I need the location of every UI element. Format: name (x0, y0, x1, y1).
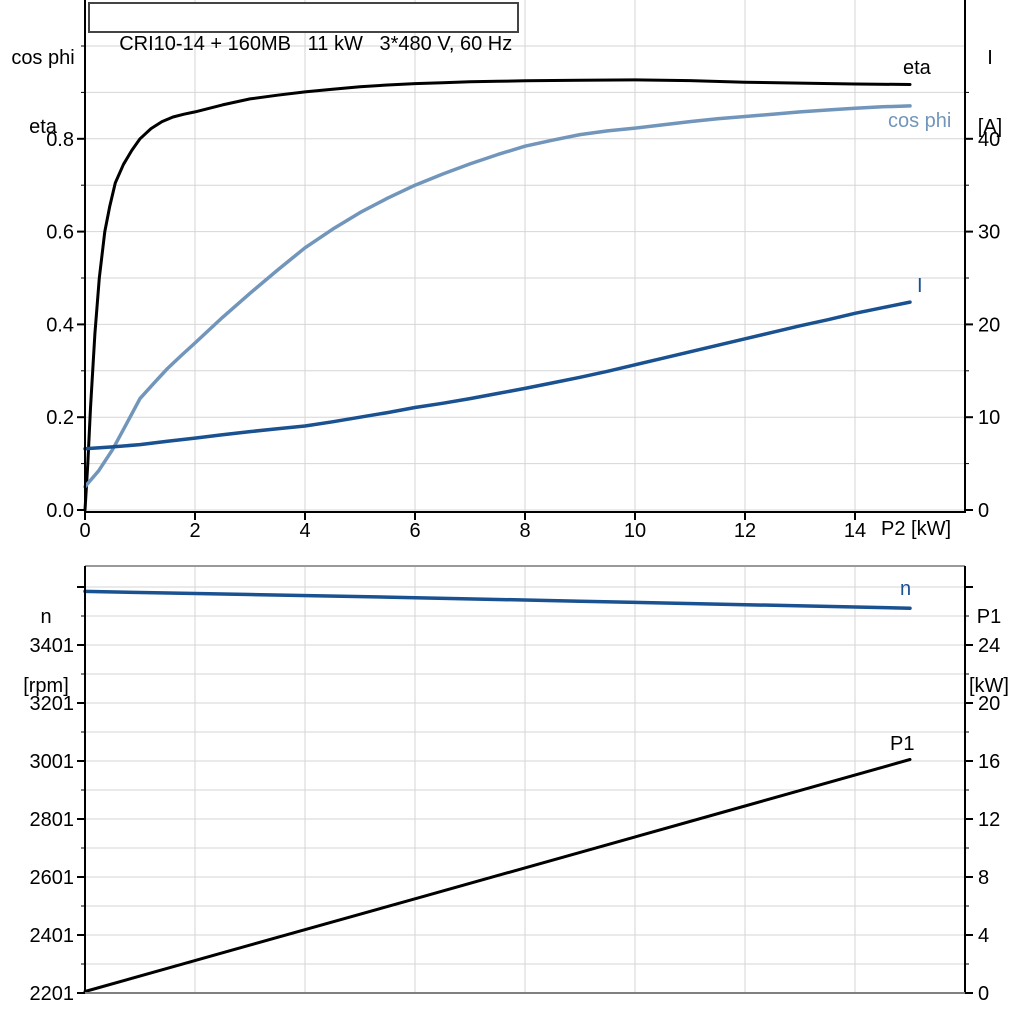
y-right-tick-label: 8 (978, 867, 989, 889)
y-right-tick-label: 16 (978, 751, 1000, 773)
axis-title-eta: eta (29, 116, 57, 138)
y-right-tick-label: 24 (978, 635, 1000, 657)
top-left-axis-title: cos phi eta (2, 1, 84, 185)
x-tick-label: 6 (409, 520, 420, 542)
y-right-tick-label: 40 (978, 129, 1000, 151)
axis-title-current: I (987, 47, 993, 69)
y-left-tick-label: 3401 (30, 635, 75, 657)
y-right-tick-label: 30 (978, 222, 1000, 244)
y-left-tick-label: 0.6 (46, 222, 74, 244)
curve-label-eta: eta (903, 57, 931, 79)
series-curve-I (83, 300, 912, 451)
chart-title-box: CRI10-14 + 160MB 11 kW 3*480 V, 60 Hz (88, 2, 519, 55)
y-right-tick-label: 0 (978, 500, 989, 522)
axis-title-p1: P1 (976, 606, 1002, 628)
y-left-tick-label: 0.4 (46, 314, 74, 336)
y-right-tick-label: 10 (978, 407, 1000, 429)
y-left-tick-label: 2801 (30, 809, 75, 831)
curve-label-speed: n (900, 578, 912, 600)
series-curve-P1 (83, 758, 912, 993)
x-tick-label: 12 (734, 520, 756, 542)
y-left-tick-label: 3201 (30, 693, 75, 715)
y-right-tick-label: 12 (978, 809, 1000, 831)
series-curve-cos-phi (83, 104, 912, 489)
y-left-tick-label: 0.0 (46, 500, 74, 522)
y-left-tick-label: 0.2 (46, 407, 74, 429)
bottom-left-axis-title: n [rpm] (10, 560, 82, 744)
series-curve-eta (83, 78, 912, 512)
axis-title-current-unit: [A] (977, 116, 1003, 138)
y-left-tick-label: 2201 (30, 983, 75, 1005)
series-curve-n (83, 589, 912, 610)
y-right-tick-label: 20 (978, 693, 1000, 715)
top-right-axis-title: I [A] (966, 1, 1014, 185)
x-tick-label: 2 (189, 520, 200, 542)
y-left-tick-label: 2601 (30, 867, 75, 889)
x-tick-label: 10 (624, 520, 646, 542)
curve-label-current: I (917, 275, 923, 297)
x-tick-label: 14 (844, 520, 866, 542)
x-axis-title: P2 [kW] (881, 518, 952, 540)
chart-title: CRI10-14 + 160MB 11 kW 3*480 V, 60 Hz (119, 33, 513, 55)
curve-label-p1: P1 (890, 733, 915, 755)
y-right-tick-label: 20 (978, 314, 1000, 336)
y-left-tick-label: 3001 (30, 751, 75, 773)
axis-title-speed: n (40, 606, 52, 628)
x-tick-label: 8 (519, 520, 530, 542)
axis-title-cos-phi: cos phi (11, 47, 75, 69)
axis-title-speed-unit: [rpm] (23, 675, 69, 697)
axis-title-p1-unit: [kW] (969, 675, 1009, 697)
x-tick-label: 4 (299, 520, 310, 542)
bottom-right-axis-title: P1 [kW] (963, 560, 1015, 744)
y-right-tick-label: 4 (978, 925, 989, 947)
y-left-tick-label: 0.8 (46, 129, 74, 151)
y-left-tick-label: 2401 (30, 925, 75, 947)
curve-label-cos-phi: cos phi (888, 110, 952, 132)
x-tick-label: 0 (79, 520, 90, 542)
y-right-tick-label: 0 (978, 983, 989, 1005)
